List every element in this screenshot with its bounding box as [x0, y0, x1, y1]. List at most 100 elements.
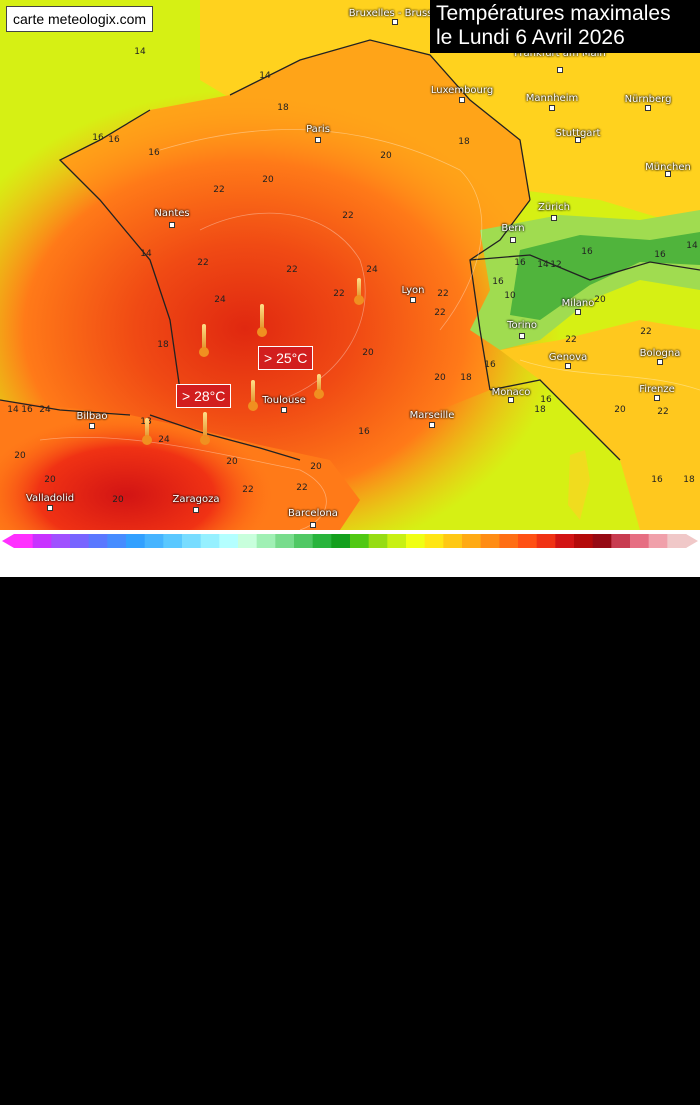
- legend-tick-label: −18: [155, 1088, 177, 1099]
- legend-tick-label: −21: [127, 1088, 149, 1099]
- city-label-milano: Milano: [561, 298, 595, 309]
- legend-swatch: [163, 534, 183, 548]
- isotherm-value: 16: [92, 133, 104, 143]
- legend-tick-label: −15: [182, 1088, 205, 1099]
- legend-tick-label: 0: [328, 1088, 335, 1099]
- thermometer-icon: [248, 380, 258, 411]
- city-dot: [193, 507, 199, 513]
- city-label-munchen: München: [645, 162, 691, 173]
- legend-swatch: [275, 534, 295, 548]
- city-dot: [519, 333, 525, 339]
- legend-swatch: [555, 534, 575, 548]
- isotherm-value: 24: [214, 295, 226, 305]
- city-dot: [315, 137, 321, 143]
- isotherm-value: 22: [213, 185, 225, 195]
- legend-tick-label: 15: [462, 1088, 476, 1099]
- isotherm-value: 14: [134, 47, 146, 57]
- legend-tick-label: 30: [600, 1088, 614, 1099]
- isotherm-value: 16: [21, 405, 33, 415]
- isotherm-value: 20: [614, 405, 626, 415]
- threshold-badge-28: > 28°C: [176, 384, 232, 408]
- city-dot: [657, 359, 663, 365]
- isotherm-value: 20: [380, 151, 392, 161]
- legend-swatch: [387, 534, 407, 548]
- legend-swatch: [424, 534, 444, 548]
- thermometer-icon: [200, 412, 210, 445]
- corsica-island: [568, 450, 590, 520]
- city-label-monaco: Monaco: [491, 387, 531, 398]
- city-dot: [549, 105, 555, 111]
- legend-tick-label: −24: [100, 1088, 122, 1099]
- city-label-barcelona: Barcelona: [288, 508, 338, 519]
- isotherm-value: 14: [140, 249, 152, 259]
- city-dot: [310, 522, 316, 528]
- city-dot: [281, 407, 287, 413]
- legend-swatch: [256, 534, 276, 548]
- legend-swatch: [574, 534, 594, 548]
- isotherm-value: 16: [148, 148, 160, 158]
- city-dot: [89, 423, 95, 429]
- city-label-bern: Bern: [501, 223, 525, 234]
- legend-swatch: [200, 534, 220, 548]
- legend-tick-label: 36: [656, 1088, 669, 1099]
- city-label-nurnberg: Nürnberg: [624, 94, 672, 105]
- isotherm-value: 14: [259, 71, 271, 81]
- city-label-bruxelles: Bruxelles - Brussel: [348, 8, 442, 19]
- city-dot: [575, 137, 581, 143]
- isotherm-value: 18: [157, 340, 169, 350]
- city-label-zaragoza: Zaragoza: [172, 494, 220, 505]
- isotherm-value: 22: [565, 335, 577, 345]
- legend-swatch: [88, 534, 108, 548]
- italy-land: [500, 320, 700, 530]
- isotherm-value: 24: [39, 405, 51, 415]
- city-dot: [459, 97, 465, 103]
- isotherm-value: 22: [197, 258, 209, 268]
- legend-swatch: [406, 534, 426, 548]
- isotherm-value: 16: [581, 247, 593, 257]
- legend-swatch: [480, 534, 500, 548]
- color-legend: −36 −30 −27 −24 −21 −18 −15 −12 −9 −6 −3 0 3 6 9 12 15 18…: [0, 530, 700, 1099]
- isotherm-value: 22: [242, 485, 254, 495]
- isotherm-value: 16: [651, 475, 663, 485]
- legend-swatch: [51, 534, 71, 548]
- isotherm-value: 24: [158, 435, 170, 445]
- thermometer-icon: [199, 324, 209, 357]
- isotherm-value: 22: [296, 483, 308, 493]
- city-dot: [392, 19, 398, 25]
- temperature-map: Bruxelles - Brussel Frankfurt am Main Lu…: [0, 0, 700, 530]
- city-label-stuttgart: Stuttgart: [555, 128, 601, 139]
- isotherm-value: 18: [683, 475, 695, 485]
- city-dot: [169, 222, 175, 228]
- iberia-heat: [0, 300, 420, 530]
- legend-tick-label: 27: [573, 1088, 587, 1099]
- isotherm-value: 20: [14, 451, 26, 461]
- isotherm-value: 24: [366, 265, 378, 275]
- isotherm-value: 10: [504, 291, 516, 301]
- legend-tick-label: −27: [72, 1088, 94, 1099]
- isotherm-value: 18: [460, 373, 472, 383]
- city-label-toulouse: Toulouse: [262, 395, 306, 406]
- isotherm-value: 14: [686, 241, 698, 251]
- title-line-1: Températures maximales: [436, 2, 671, 25]
- isotherm-value: 12: [550, 260, 562, 270]
- city-label-lyon: Lyon: [401, 285, 425, 296]
- legend-arrow-left: [2, 534, 14, 548]
- legend-tick-label: 3: [355, 1088, 363, 1099]
- legend-swatch: [592, 534, 612, 548]
- site-credit: carte meteologix.com: [6, 6, 154, 32]
- isotherm-value: 22: [434, 308, 446, 318]
- legend-swatch: [219, 534, 239, 548]
- legend-tick-label: −36: [17, 1088, 39, 1099]
- isotherm-value: 20: [434, 373, 446, 383]
- isotherm-lines: [39, 129, 700, 530]
- city-label-firenze: Firenze: [639, 384, 675, 395]
- isotherm-value: 20: [44, 475, 56, 485]
- city-dot: [557, 67, 563, 73]
- city-label-zurich: Zürich: [538, 202, 570, 213]
- isotherm-value: 14: [7, 405, 19, 415]
- map-title: Températures maximales le Lundi 6 Avril …: [430, 0, 700, 53]
- isotherm-value: 22: [342, 211, 354, 221]
- isotherm-value: 20: [226, 457, 238, 467]
- city-label-marseille: Marseille: [409, 410, 455, 421]
- isotherm-value: 22: [640, 327, 652, 337]
